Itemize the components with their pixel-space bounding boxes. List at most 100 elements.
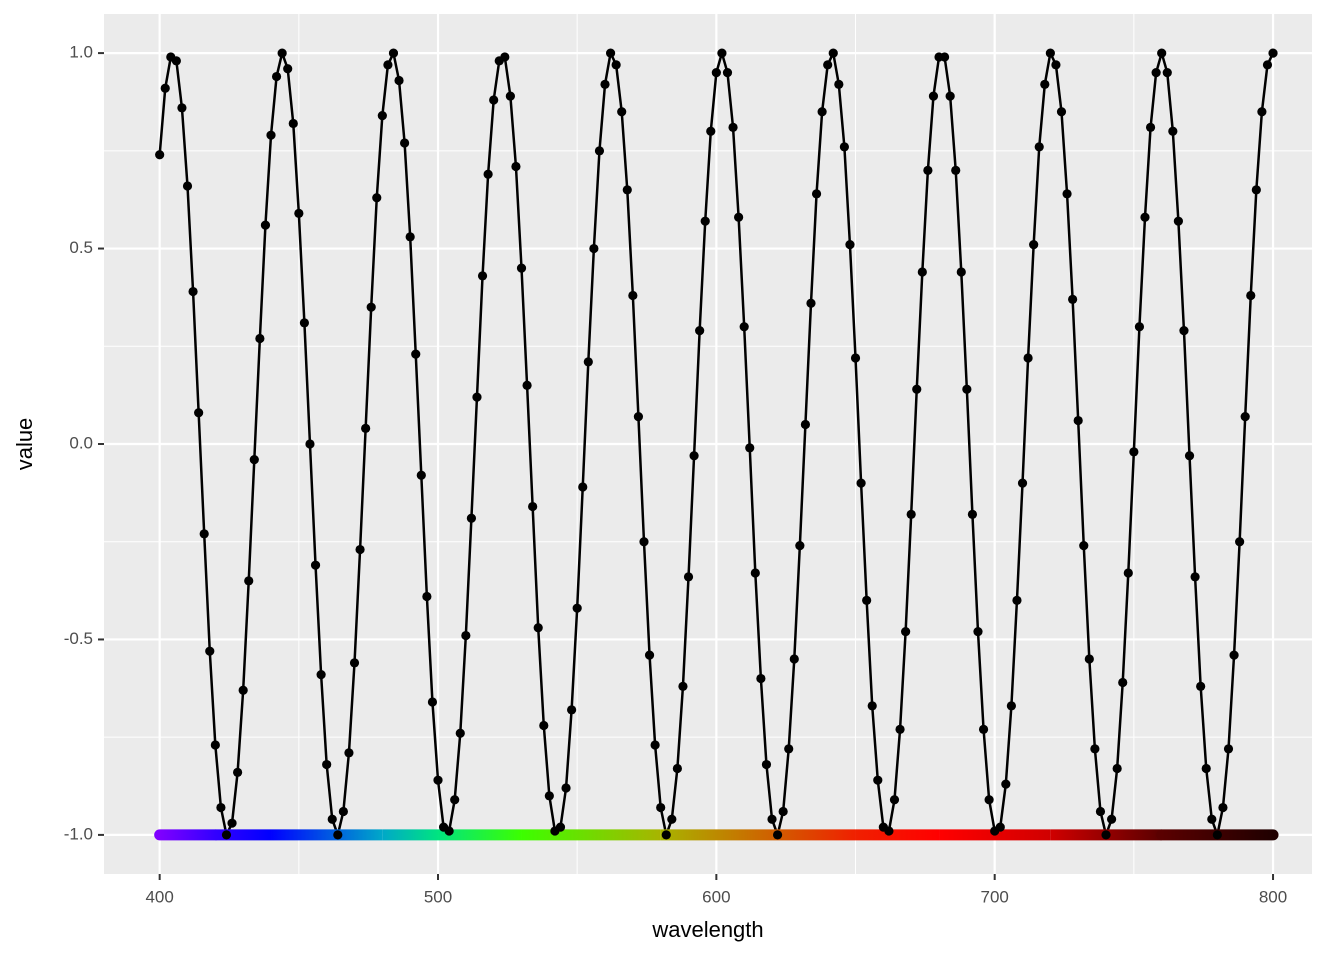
point xyxy=(277,48,287,58)
point xyxy=(1073,415,1083,426)
point xyxy=(867,701,877,711)
point xyxy=(249,455,259,465)
point xyxy=(611,60,621,70)
point xyxy=(1251,185,1261,195)
point xyxy=(578,482,588,492)
point xyxy=(567,705,577,715)
point xyxy=(377,111,387,121)
point xyxy=(366,302,376,312)
point xyxy=(1056,107,1067,117)
point xyxy=(266,130,276,140)
point xyxy=(1062,189,1072,199)
point xyxy=(1084,654,1094,664)
point xyxy=(1051,60,1061,70)
point xyxy=(700,216,710,226)
point xyxy=(650,740,660,750)
point xyxy=(310,560,321,570)
point xyxy=(717,48,727,58)
point xyxy=(1095,806,1106,817)
point xyxy=(255,333,265,344)
point xyxy=(422,591,432,602)
point xyxy=(639,537,649,547)
point xyxy=(745,443,755,453)
point xyxy=(1101,830,1111,840)
point xyxy=(1257,107,1267,117)
point xyxy=(233,767,243,777)
point xyxy=(461,630,471,641)
y-axis-title: value xyxy=(12,418,37,471)
point xyxy=(333,830,343,840)
point xyxy=(544,791,554,801)
point xyxy=(667,814,677,824)
point xyxy=(978,724,989,734)
point xyxy=(1179,326,1189,336)
point xyxy=(1029,240,1039,250)
point xyxy=(271,71,282,82)
point xyxy=(605,48,616,58)
point xyxy=(1168,126,1178,136)
point xyxy=(1173,216,1183,226)
point xyxy=(1045,48,1055,58)
point xyxy=(316,670,326,680)
point xyxy=(288,118,298,129)
point xyxy=(683,572,694,582)
point xyxy=(767,814,777,824)
point xyxy=(572,603,582,613)
point xyxy=(283,64,293,74)
point xyxy=(238,685,248,695)
y-tick-label: -0.5 xyxy=(64,629,93,648)
point xyxy=(901,627,911,637)
point xyxy=(750,568,760,578)
point xyxy=(194,408,204,418)
point xyxy=(1079,541,1089,551)
point xyxy=(416,470,426,480)
point xyxy=(622,185,632,195)
point xyxy=(951,165,961,175)
point xyxy=(689,451,699,461)
point xyxy=(1123,568,1133,578)
point xyxy=(962,384,972,394)
point xyxy=(884,826,894,836)
point xyxy=(772,830,783,840)
point xyxy=(177,103,187,113)
point xyxy=(466,513,477,523)
point xyxy=(856,478,866,488)
x-tick-label: 400 xyxy=(145,887,173,906)
point xyxy=(477,271,488,281)
point xyxy=(1207,814,1217,824)
point xyxy=(845,240,855,250)
point xyxy=(739,322,749,332)
point xyxy=(583,357,593,367)
point xyxy=(928,91,939,101)
point xyxy=(1229,650,1239,660)
point xyxy=(923,165,933,175)
point xyxy=(1157,48,1167,58)
point xyxy=(299,318,310,328)
point xyxy=(728,122,738,132)
point xyxy=(1162,68,1172,78)
point xyxy=(338,806,348,817)
point xyxy=(600,79,610,89)
point xyxy=(1040,79,1050,89)
point xyxy=(539,720,549,731)
point xyxy=(522,380,532,390)
point xyxy=(533,623,543,633)
point xyxy=(383,60,393,70)
point xyxy=(672,763,682,774)
point xyxy=(644,650,655,660)
point xyxy=(1023,353,1033,363)
point xyxy=(511,161,521,172)
point xyxy=(433,775,443,785)
point xyxy=(1262,60,1273,70)
point xyxy=(1129,447,1139,457)
point xyxy=(800,419,811,430)
point xyxy=(889,795,900,805)
point xyxy=(594,146,605,156)
point xyxy=(1223,744,1234,754)
point xyxy=(1212,830,1222,840)
point xyxy=(327,814,337,824)
point xyxy=(227,818,237,828)
point xyxy=(199,529,209,539)
point xyxy=(294,208,304,218)
